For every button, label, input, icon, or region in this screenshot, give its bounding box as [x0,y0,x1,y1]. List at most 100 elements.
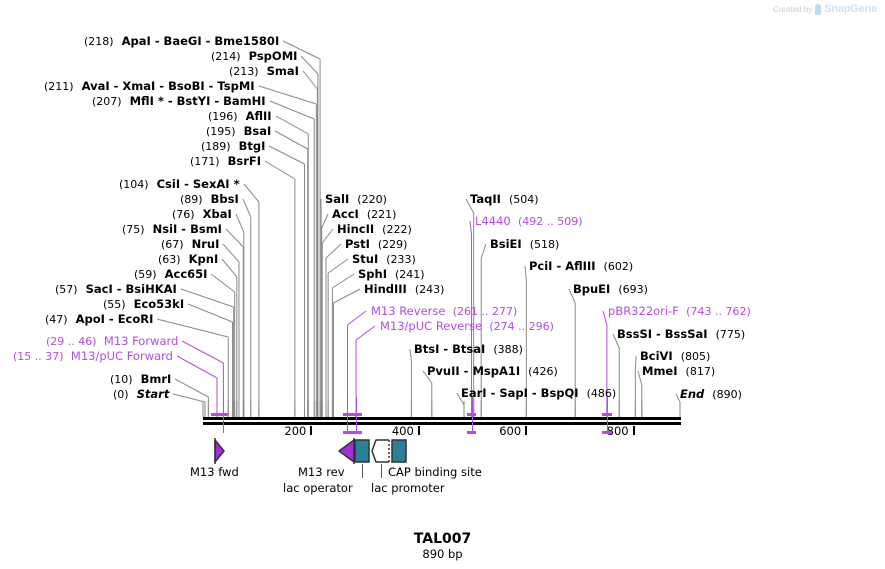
restriction-site-label[interactable]: (75) NsiI - BsmI [122,223,222,236]
restriction-site-label[interactable]: AccI (221) [332,208,396,221]
site-position: (817) [685,365,716,378]
site-position: (743 .. 762) [686,305,751,318]
feature-label[interactable]: (29 .. 46) M13 Forward [46,335,178,348]
site-position: (0) [113,388,129,401]
site-name: ApaI - BaeGI - Bme1580I [121,34,280,48]
site-position: (805) [680,350,711,363]
sequence-start-label[interactable]: (0) Start [113,388,169,401]
feature-glyph-m13-fwd[interactable] [213,438,227,464]
restriction-site-label[interactable]: (211) AvaI - XmaI - BsoBI - TspMI [44,80,255,93]
restriction-site-label[interactable]: (59) Acc65I [134,268,207,281]
restriction-site-label[interactable]: (104) CsiI - SexAI * [119,178,240,191]
snapgene-watermark: Created by SnapGene [773,3,877,15]
restriction-site-label[interactable]: SphI (241) [358,268,425,281]
feature-caption: M13 rev [298,465,345,479]
restriction-site-label[interactable]: HindIII (243) [364,283,444,296]
feature-label[interactable]: M13/pUC Reverse (274 .. 296) [380,320,554,333]
feature-caption-connector [362,464,363,478]
site-position: (220) [357,193,387,206]
restriction-site-label[interactable]: TaqII (504) [470,193,539,206]
site-name: End [680,387,705,401]
feature-glyph-lac-operator[interactable] [354,439,370,463]
site-name: Eco53kI [133,297,185,311]
plasmid-length-subtitle: 890 bp [422,547,463,561]
watermark-brand-label: SnapGene [824,3,877,15]
restriction-site-label[interactable]: (76) XbaI [172,208,232,221]
site-position: (10) [110,373,133,386]
feature-glyph-m13-rev[interactable] [336,438,356,464]
site-name: XbaI [202,207,232,221]
restriction-site-label[interactable]: (63) KpnI [158,253,218,266]
restriction-site-label[interactable]: SalI (220) [325,193,387,206]
sequence-end-label[interactable]: End (890) [680,388,742,401]
restriction-site-label[interactable]: PvuII - MspA1I (426) [427,365,558,378]
site-position: (89) [180,193,203,206]
site-position: (222) [382,223,412,236]
restriction-site-label[interactable]: (189) BtgI [201,140,265,153]
sequence-backbone-lower [203,422,681,425]
site-name: BbsI [210,192,239,206]
restriction-site-label[interactable]: (171) BsrFI [190,155,261,168]
restriction-site-label[interactable]: PstI (229) [345,238,407,251]
site-name: CsiI - SexAI * [156,177,240,191]
feature-caption: CAP binding site [388,465,482,479]
restriction-site-label[interactable]: (57) SacI - BsiHKAI [55,283,177,296]
feature-label[interactable]: pBR322ori-F (743 .. 762) [608,305,751,318]
site-name: TaqII [470,192,501,206]
restriction-site-label[interactable]: HincII (222) [337,223,412,236]
restriction-site-label[interactable]: (55) Eco53kI [103,298,184,311]
site-position: (213) [229,65,259,78]
ruler-tick [417,426,420,435]
site-name: NruI [191,237,220,251]
site-position: (775) [715,328,746,341]
restriction-site-label[interactable]: BpuEI (693) [573,283,648,296]
restriction-site-label[interactable]: BtsI - BtsaI (388) [414,343,523,356]
site-position: (196) [208,110,238,123]
restriction-site-label[interactable]: (214) PspOMI [211,50,297,63]
restriction-site-label[interactable]: BssSI - BssSaI (775) [617,328,745,341]
restriction-site-label[interactable]: (89) BbsI [180,193,239,206]
restriction-site-label[interactable]: (10) BmrI [110,373,171,386]
site-name: BmrI [140,372,172,386]
site-position: (486) [586,387,617,400]
restriction-site-label[interactable]: StuI (233) [352,253,416,266]
restriction-site-label[interactable]: PciI - AflIII (602) [529,260,633,273]
feature-glyph-cap-binding-site[interactable] [391,439,407,463]
restriction-site-label[interactable]: BsiEI (518) [490,238,559,251]
restriction-site-label[interactable]: BciVI (805) [640,350,710,363]
restriction-site-label[interactable]: EarI - SapI - BspQI (486) [461,387,616,400]
site-position: (274 .. 296) [489,320,554,333]
site-name: PstI [345,237,370,251]
site-position: (492 .. 509) [518,215,583,228]
feature-label[interactable]: (15 .. 37) M13/pUC Forward [13,350,173,363]
feature-connector [471,397,473,433]
site-name: BciVI [640,349,673,363]
feature-label[interactable]: M13 Reverse (261 .. 277) [371,305,517,318]
restriction-site-label[interactable]: (67) NruI [161,238,219,251]
site-position: (218) [84,35,114,48]
site-position: (76) [172,208,195,221]
restriction-site-label[interactable]: (196) AflII [208,110,272,123]
restriction-site-label[interactable]: (207) MflI * - BstYI - BamHI [92,95,266,108]
ruler-tick [632,426,635,435]
restriction-site-label[interactable]: (218) ApaI - BaeGI - Bme1580I [84,35,279,48]
restriction-site-label[interactable]: (195) BsaI [206,125,271,138]
site-name: EarI - SapI - BspQI [461,386,579,400]
feature-connector [356,397,358,433]
site-name: Acc65I [164,267,208,281]
restriction-site-label[interactable]: (213) SmaI [229,65,299,78]
site-name: PspOMI [248,49,298,63]
site-name: NsiI - BsmI [152,222,222,236]
feature-label[interactable]: L4440 (492 .. 509) [475,215,583,228]
sequence-backbone-upper [203,417,681,420]
site-position: (75) [122,223,145,236]
restriction-site-label[interactable]: (47) ApoI - EcoRI [45,313,153,326]
restriction-site-label[interactable]: MmeI (817) [642,365,715,378]
site-name: MflI * - BstYI - BamHI [129,94,266,108]
site-name: Start [136,387,170,401]
site-name: M13 Forward [103,334,179,348]
site-position: (29 .. 46) [46,335,97,348]
feature-glyph-lac-promoter[interactable] [370,438,392,464]
site-name: pBR322ori-F [608,304,679,318]
site-name: M13/pUC Forward [70,349,173,363]
